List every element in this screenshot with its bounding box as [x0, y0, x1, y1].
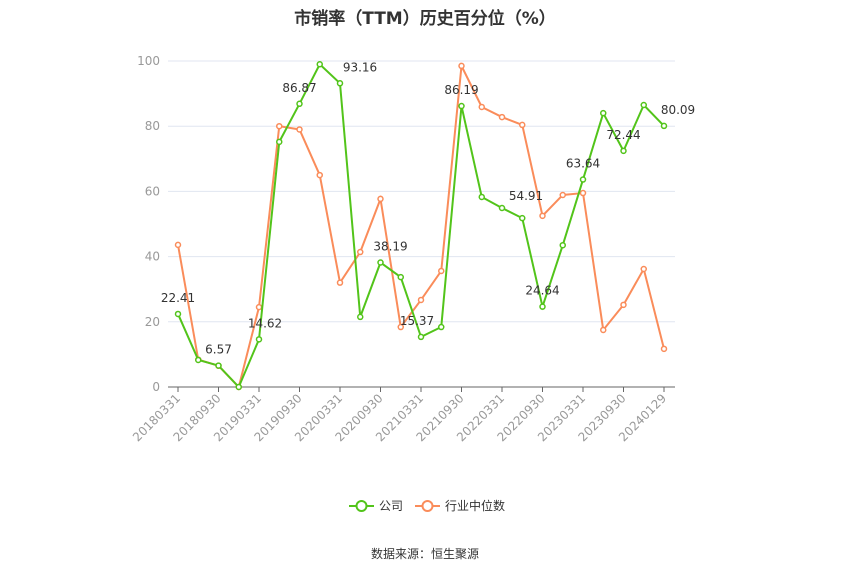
- data-point: [174, 310, 182, 318]
- data-label: 14.62: [248, 316, 282, 330]
- data-source: 数据来源：恒生聚源: [370, 547, 479, 561]
- data-point: [478, 103, 485, 111]
- data-label: 38.19: [373, 240, 407, 254]
- data-point: [235, 383, 242, 391]
- data-point: [255, 303, 263, 311]
- data-point: [357, 248, 364, 256]
- data-point: [336, 80, 344, 87]
- data-point: [458, 62, 465, 70]
- data-point: [276, 138, 283, 146]
- chart-title: 市销率（TTM）历史百分位（%）: [294, 9, 556, 29]
- data-label: 63.64: [566, 157, 600, 171]
- data-point: [438, 323, 445, 331]
- data-point: [660, 122, 668, 130]
- data-point: [195, 356, 202, 364]
- y-tick-label: 100: [137, 54, 160, 68]
- data-point: [417, 296, 425, 304]
- data-point: [377, 259, 384, 266]
- data-label: 93.16: [343, 60, 377, 74]
- data-label: 15.37: [400, 314, 434, 328]
- data-point: [620, 301, 627, 309]
- data-label: 86.87: [282, 81, 316, 95]
- data-label: 80.09: [661, 103, 695, 117]
- data-point: [498, 113, 506, 121]
- legend-label: 公司: [379, 499, 403, 513]
- legend-label: 行业中位数: [445, 498, 505, 513]
- data-point: [640, 101, 647, 109]
- data-point: [559, 191, 566, 199]
- data-point: [336, 279, 344, 286]
- data-point: [296, 126, 303, 133]
- y-tick-label: 40: [145, 250, 160, 264]
- data-point: [539, 212, 546, 220]
- data-point: [600, 109, 607, 117]
- data-point: [316, 171, 323, 179]
- data-point: [519, 121, 526, 129]
- data-point: [438, 267, 445, 275]
- data-point: [640, 265, 647, 273]
- data-point: [620, 147, 627, 155]
- data-point: [519, 214, 526, 222]
- legend-marker: [355, 500, 368, 512]
- data-point: [316, 61, 323, 68]
- data-point: [296, 100, 303, 108]
- data-point: [357, 313, 364, 321]
- y-tick-label: 20: [145, 315, 160, 329]
- data-label: 54.91: [509, 189, 543, 203]
- line-chart: 0204060801002018033120180930201903312019…: [130, 54, 695, 513]
- data-point: [660, 345, 668, 353]
- data-point: [498, 204, 506, 212]
- data-point: [539, 303, 546, 310]
- data-label: 24.64: [525, 284, 559, 298]
- data-point: [579, 189, 587, 197]
- data-point: [397, 323, 404, 331]
- legend-marker: [421, 500, 434, 512]
- y-tick-label: 60: [145, 184, 160, 198]
- data-point: [417, 333, 425, 341]
- data-point: [377, 195, 384, 203]
- data-label: 6.57: [205, 343, 232, 357]
- data-label: 72.44: [606, 128, 640, 142]
- data-point: [579, 176, 587, 183]
- data-point: [397, 273, 404, 281]
- data-label: 22.41: [161, 291, 195, 305]
- y-tick-label: 80: [145, 119, 160, 133]
- data-label: 86.19: [444, 83, 478, 97]
- data-point: [600, 326, 607, 334]
- data-point: [174, 241, 182, 249]
- data-point: [478, 193, 485, 201]
- y-tick-label: 0: [152, 380, 160, 394]
- data-point: [215, 362, 222, 369]
- data-point: [276, 122, 283, 130]
- data-point: [458, 102, 465, 110]
- data-point: [559, 241, 566, 249]
- data-point: [255, 336, 263, 343]
